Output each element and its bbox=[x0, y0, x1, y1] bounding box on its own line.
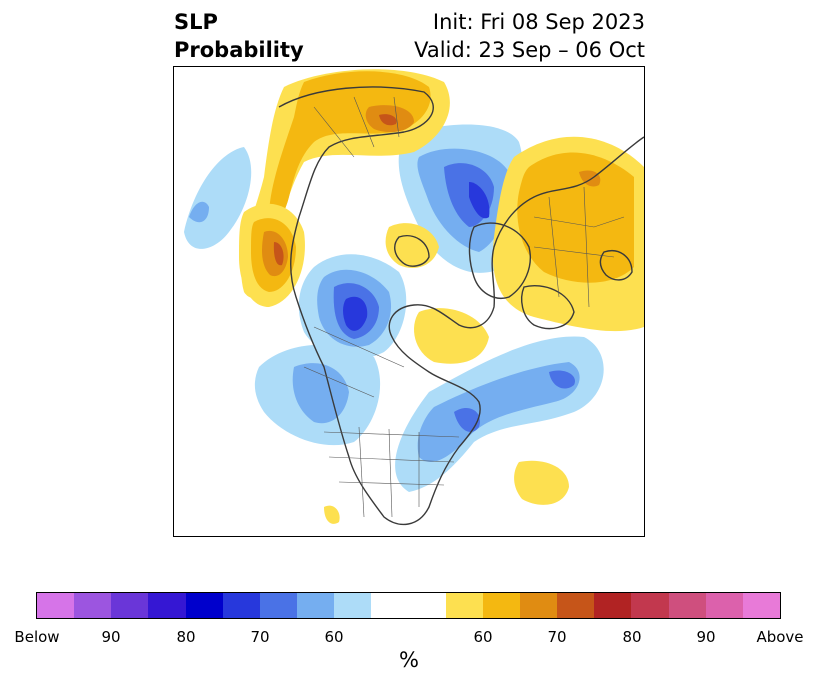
valid-range: Valid: 23 Sep – 06 Oct bbox=[414, 38, 645, 62]
canada-low-core bbox=[343, 296, 368, 331]
title-variable: SLP bbox=[174, 10, 218, 34]
atlantic-high-region bbox=[514, 460, 569, 505]
colorbar-above-swatch bbox=[594, 593, 632, 618]
coastlines bbox=[278, 86, 644, 526]
colorbar-tick-label: 90 bbox=[696, 628, 716, 646]
colorbar-below-swatch bbox=[259, 593, 298, 618]
colorbar-tick-label: 90 bbox=[101, 628, 121, 646]
pacific-low-core bbox=[189, 201, 209, 223]
init-date: Init: Fri 08 Sep 2023 bbox=[432, 10, 645, 34]
colorbar-below-swatch bbox=[185, 593, 223, 618]
title-left: SLP Probability bbox=[174, 8, 304, 64]
colorbar-below-swatch bbox=[148, 593, 186, 618]
colorbar-tick-label: 70 bbox=[250, 628, 270, 646]
east-coast-low-core bbox=[454, 407, 480, 432]
colorbar-below-swatch bbox=[297, 593, 335, 618]
colorbar-above-swatch bbox=[668, 593, 706, 618]
colorbar-above-swatch bbox=[631, 593, 669, 618]
europe-high-mid bbox=[517, 152, 634, 283]
mexico-high-region bbox=[324, 505, 340, 524]
title-metric: Probability bbox=[174, 38, 304, 62]
colorbar-above-swatch bbox=[742, 593, 781, 618]
political-borders bbox=[303, 96, 625, 518]
colorbar-below-swatch bbox=[222, 593, 260, 618]
colorbar-neutral-swatch bbox=[371, 593, 446, 618]
hudson-high-region bbox=[414, 308, 489, 364]
pacific-low-region bbox=[184, 147, 252, 249]
colorbar-below-swatch bbox=[74, 593, 112, 618]
colorbar-below-swatch bbox=[111, 593, 149, 618]
colorbar-tick-label: Above bbox=[756, 628, 804, 646]
colorbar-above-swatch bbox=[520, 593, 558, 618]
colorbar-tick-label: 60 bbox=[473, 628, 493, 646]
colorbar-above-swatch bbox=[557, 593, 595, 618]
colorbar-below-swatch bbox=[334, 593, 372, 618]
colorbar bbox=[36, 592, 781, 619]
arctic-low-core bbox=[469, 182, 490, 219]
colorbar-above-swatch bbox=[705, 593, 743, 618]
colorbar-above-swatch bbox=[482, 593, 521, 618]
eurasia-high-peak bbox=[379, 114, 397, 126]
probability-map bbox=[184, 69, 644, 526]
colorbar-tick-label: Below bbox=[14, 628, 60, 646]
atlantic-low-core bbox=[549, 370, 575, 389]
colorbar-tick-label: 80 bbox=[622, 628, 642, 646]
colorbar-tick-label: 70 bbox=[547, 628, 567, 646]
pacific-high-peak bbox=[273, 242, 284, 266]
title-right: Init: Fri 08 Sep 2023 Valid: 23 Sep – 06… bbox=[414, 8, 645, 64]
colorbar-tick-label: 60 bbox=[324, 628, 344, 646]
colorbar-above-swatch bbox=[445, 593, 483, 618]
colorbar-unit-label: % bbox=[399, 648, 419, 672]
map-panel bbox=[173, 66, 645, 537]
colorbar-tick-label: 80 bbox=[176, 628, 196, 646]
colorbar-below-swatch bbox=[37, 593, 75, 618]
europe-high-core bbox=[579, 170, 601, 187]
baffin-high-region bbox=[385, 223, 439, 268]
